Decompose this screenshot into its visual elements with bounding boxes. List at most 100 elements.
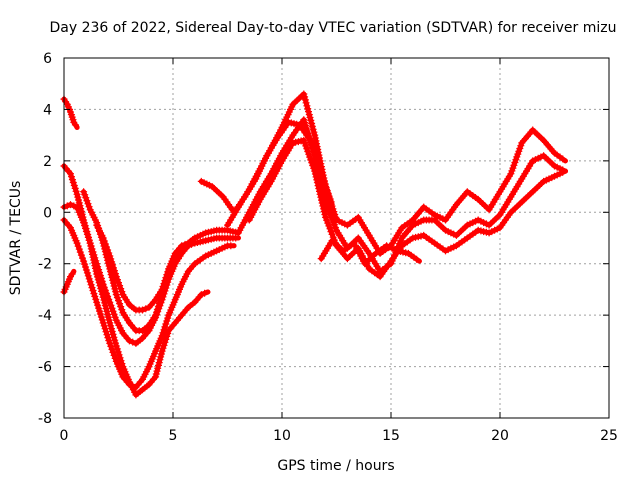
data-point (139, 387, 145, 393)
data-point (290, 101, 296, 107)
data-point (421, 232, 427, 238)
data-point (508, 194, 514, 200)
data-point (323, 214, 329, 220)
series-12 (317, 237, 422, 268)
data-point (475, 196, 481, 202)
y-tick-label: 0 (43, 205, 52, 221)
data-point (366, 232, 372, 238)
data-point (421, 217, 427, 223)
data-point (268, 145, 274, 151)
x-tick-label: 20 (491, 428, 509, 444)
data-point (126, 382, 132, 388)
data-point (351, 240, 357, 246)
data-point (225, 222, 230, 228)
data-point (301, 91, 307, 97)
y-tick-label: -8 (38, 411, 52, 427)
data-point (453, 243, 459, 249)
data-point (519, 199, 525, 205)
data-point (530, 189, 536, 195)
data-point (312, 168, 318, 174)
data-point (166, 312, 172, 318)
data-point (475, 217, 481, 223)
data-point (301, 137, 307, 143)
data-point (416, 258, 422, 264)
x-axis-label: GPS time / hours (277, 458, 394, 474)
data-point (552, 163, 557, 169)
data-point (113, 292, 119, 298)
data-point (172, 250, 178, 256)
data-point (139, 307, 145, 313)
data-point (231, 243, 237, 249)
data-point (68, 225, 74, 231)
data-point (94, 222, 100, 228)
data-point (159, 286, 165, 292)
data-point (203, 253, 209, 259)
data-point (198, 178, 204, 184)
data-point (166, 266, 172, 272)
data-point (486, 207, 492, 213)
data-point (74, 240, 80, 246)
data-point (312, 132, 318, 138)
data-point (508, 171, 514, 177)
data-point (334, 227, 339, 233)
data-point (139, 328, 145, 334)
data-point (225, 235, 230, 241)
data-point (246, 186, 252, 192)
data-point (519, 176, 525, 182)
data-point (94, 299, 100, 305)
data-point (74, 204, 80, 210)
data-point (87, 240, 93, 246)
data-point (541, 137, 547, 143)
data-point (541, 153, 547, 159)
data-point (133, 307, 139, 313)
data-point (552, 173, 557, 179)
data-point (464, 235, 470, 241)
data-point (74, 191, 80, 197)
data-point (146, 322, 152, 328)
data-point (329, 238, 335, 244)
data-point (497, 212, 503, 218)
y-tick-label: -4 (38, 308, 52, 324)
data-point (68, 171, 74, 177)
data-point (475, 227, 481, 233)
data-point (373, 250, 379, 256)
data-point (153, 348, 159, 354)
data-point (172, 297, 178, 303)
data-point (74, 124, 80, 130)
data-point (203, 238, 209, 244)
data-point (246, 217, 252, 223)
data-point (153, 297, 159, 303)
data-point (443, 227, 448, 233)
data-point (257, 166, 263, 172)
data-point (120, 310, 126, 316)
data-point (453, 232, 459, 238)
x-tick-label: 5 (169, 428, 178, 444)
data-point (192, 299, 198, 305)
data-point (133, 384, 139, 390)
data-point (443, 217, 448, 223)
data-point (220, 194, 226, 200)
data-point (126, 338, 132, 344)
x-tick-label: 25 (600, 428, 618, 444)
data-point (225, 227, 230, 233)
data-point (355, 235, 361, 241)
data-point (279, 158, 285, 164)
data-point (71, 268, 77, 274)
data-point (290, 132, 296, 138)
data-point (113, 274, 119, 280)
data-point (214, 227, 220, 233)
data-point (209, 184, 215, 190)
data-point (133, 328, 139, 334)
chart-title: Day 236 of 2022, Sidereal Day-to-day VTE… (50, 20, 617, 36)
data-point (443, 248, 448, 254)
data-point (399, 235, 405, 241)
data-point (126, 302, 132, 308)
data-point (541, 178, 547, 184)
data-point (146, 364, 152, 370)
data-point (453, 202, 459, 208)
data-point (126, 320, 132, 326)
data-marks (60, 90, 568, 399)
data-point (107, 299, 113, 305)
data-point (87, 207, 93, 213)
data-point (384, 243, 390, 249)
